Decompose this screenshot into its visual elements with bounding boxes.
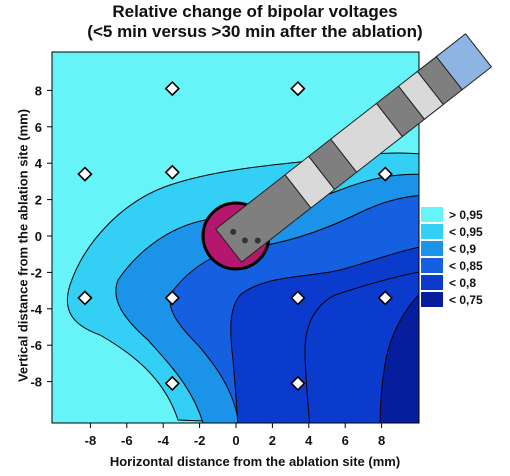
legend-swatch [421,275,443,290]
legend-item: > 0,95 [421,206,483,223]
x-axis-label: Horizontal distance from the ablation si… [109,454,401,469]
legend-item: < 0,8 [421,274,483,291]
catheter-electrode-dot [254,237,261,244]
measurement-point-marker [290,80,306,97]
legend-label: < 0,8 [449,275,477,290]
legend-item: < 0,85 [421,257,483,274]
legend-label: < 0,95 [449,224,483,239]
catheter-segment [435,33,493,91]
legend-swatch [421,258,443,273]
chart-title-line-1: Relative change of bipolar voltages [112,2,398,21]
legend-label: > 0,95 [449,207,483,222]
legend-label: < 0,9 [449,241,477,256]
catheter-electrode-dot [230,228,237,235]
y-tick-label: 4 [35,156,43,171]
legend: > 0,95 < 0,95 < 0,9 < 0,85 < 0,8 < 0,75 [421,206,483,308]
catheter [215,33,493,263]
measurement-point-marker [77,166,93,182]
chart-title-line-2: (<5 min versus >30 min after the ablatio… [87,22,423,41]
y-axis-label: Vertical distance from the ablation site… [15,108,31,383]
measurement-point-marker [377,166,393,182]
measurement-point-marker [164,290,180,306]
x-tick-label: -4 [157,433,169,448]
measurement-point-marker [164,375,180,392]
x-tick-label: -6 [121,433,133,448]
measurement-point-marker [290,290,306,306]
y-tick-label: -8 [30,375,42,390]
y-tick-label: 8 [35,83,42,98]
measurement-point-marker [77,290,93,306]
measurement-point-marker [164,80,180,97]
x-tick-label: 4 [305,433,313,448]
y-tick-label: 2 [35,193,42,208]
measurement-point-marker [164,164,180,180]
y-tick-label: -6 [30,338,42,353]
x-tick-label: 0 [232,433,239,448]
legend-swatch [421,207,443,222]
legend-label: < 0,85 [449,258,483,273]
legend-item: < 0,95 [421,223,483,240]
y-tick-label: -4 [30,302,42,317]
x-tick-label: -2 [194,433,206,448]
x-tick-label: 8 [378,433,385,448]
legend-item: < 0,9 [421,240,483,257]
legend-swatch [421,241,443,256]
catheter-electrode-dot [241,237,248,244]
legend-item: < 0,75 [421,291,483,308]
x-tick-label: 6 [342,433,349,448]
x-tick-label: -8 [85,433,97,448]
legend-swatch [421,224,443,239]
legend-swatch [421,292,443,307]
measurement-point-marker [290,375,306,392]
legend-label: < 0,75 [449,292,483,307]
measurement-point-marker [377,290,393,306]
x-tick-label: 2 [269,433,276,448]
contour-regions [66,152,419,423]
y-tick-label: 6 [35,120,42,135]
y-tick-label: -2 [30,265,42,280]
contour-region-lt-0-75 [379,294,419,423]
y-tick-label: 0 [35,229,42,244]
